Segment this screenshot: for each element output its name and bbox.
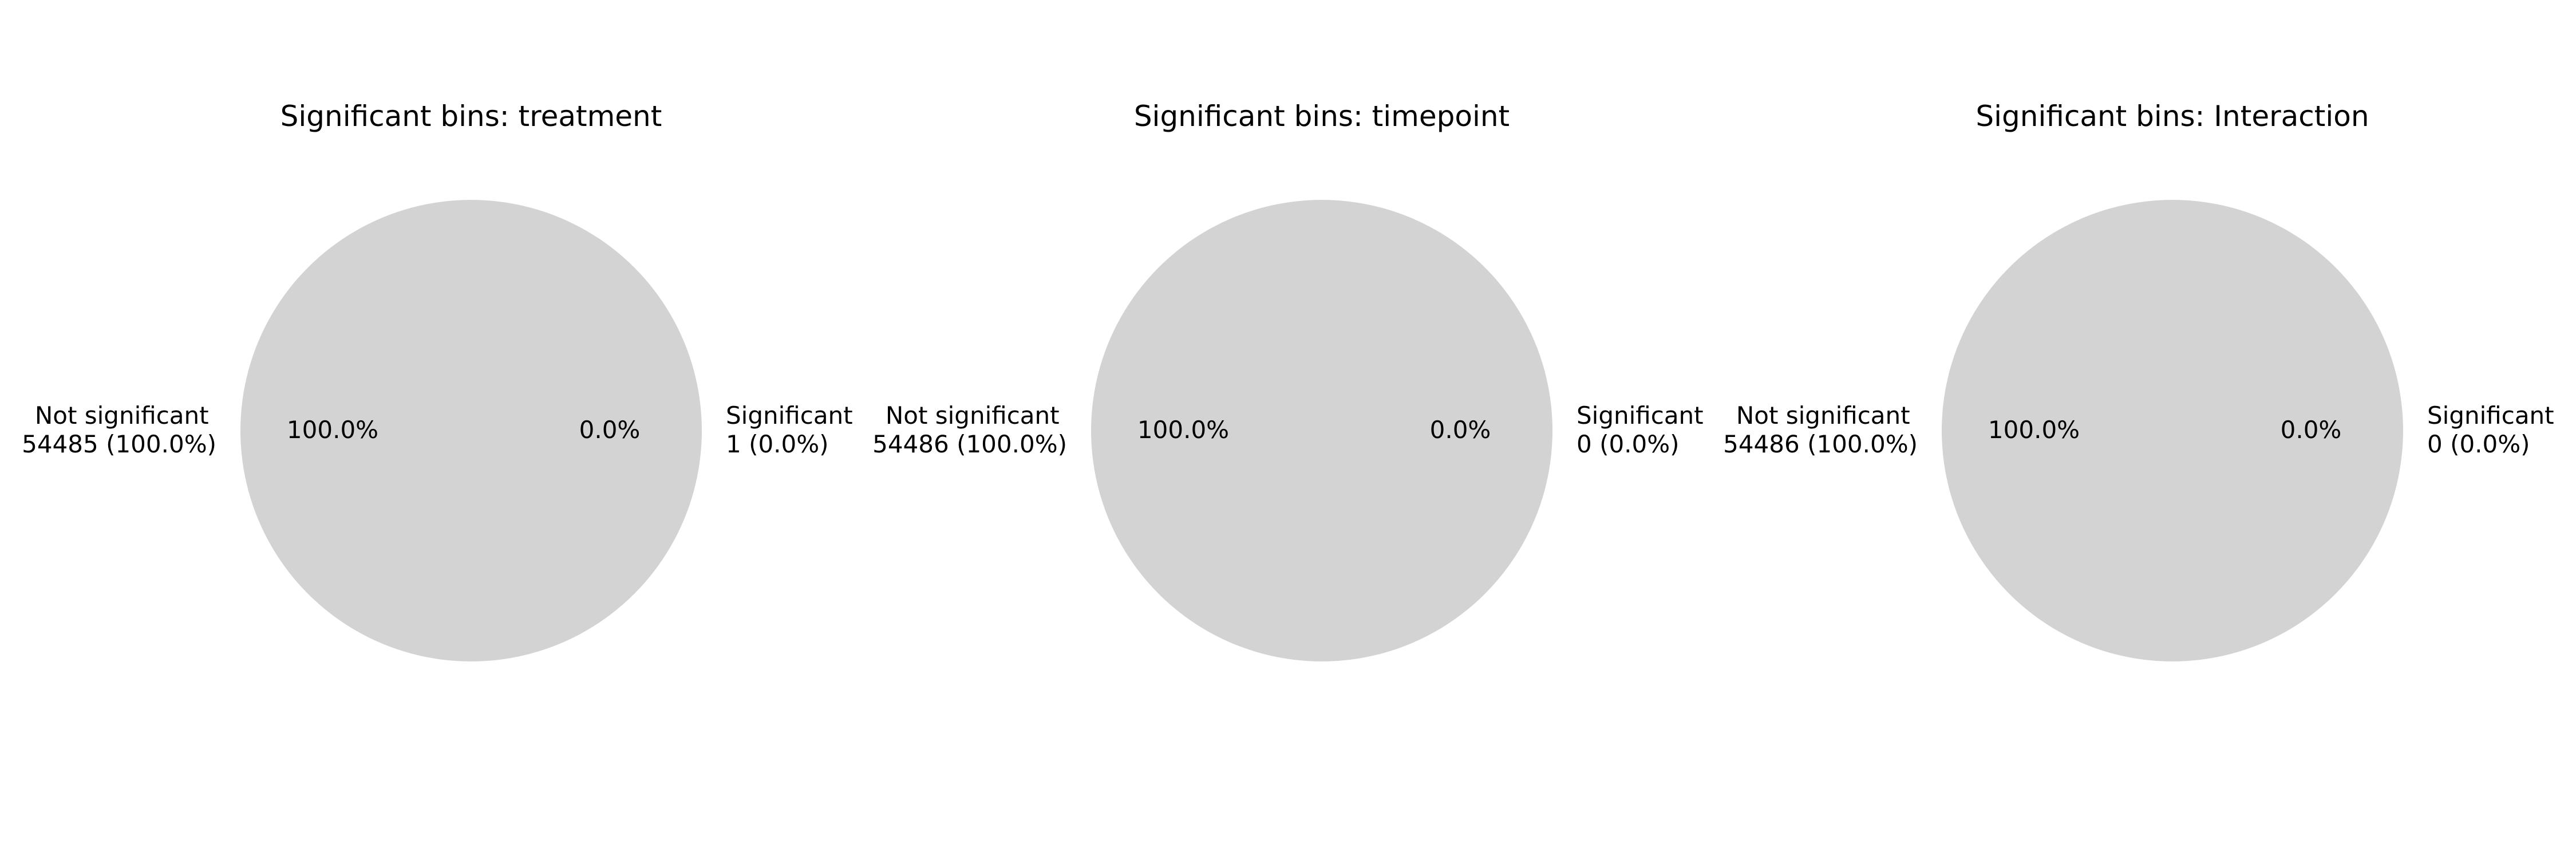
slice-name-not-significant: Not significant [886,401,1060,430]
autopct-significant: 0.0% [579,416,641,444]
pie-slices [240,200,702,662]
pie-slice-not-significant [1091,200,1552,661]
slice-name-significant: Significant [2427,401,2554,430]
chart-title: Significant bins: Interaction [1976,100,2369,133]
slice-label-not-significant: Not significant 54486 (100.0%) [872,401,1067,458]
slice-label-not-significant: Not significant 54486 (100.0%) [1723,401,1918,458]
autopct-significant: 0.0% [1430,416,1491,444]
slice-name-significant: Significant [1577,401,1704,430]
slice-name-significant: Significant [726,401,853,430]
slice-name-not-significant: Not significant [1736,401,1910,430]
chart-title: Significant bins: treatment [280,100,662,133]
slice-name-not-significant: Not significant [35,401,209,430]
pie-slice-not-significant [1942,200,2403,661]
slice-count-not-significant: 54486 (100.0%) [1723,430,1918,458]
slice-label-not-significant: Not significant 54485 (100.0%) [22,401,216,458]
pie-slices [1942,200,2403,661]
pie-panel-treatment: Significant bins: treatment Not signific… [22,100,860,662]
slice-label-significant: Significant 0 (0.0%) [1577,401,1711,458]
slice-label-significant: Significant 1 (0.0%) [726,401,860,458]
slice-label-significant: Significant 0 (0.0%) [2427,401,2562,458]
slice-count-significant: 0 (0.0%) [1577,430,1680,458]
autopct-not-significant: 100.0% [287,416,378,444]
pie-panel-interaction: Significant bins: Interaction Not signif… [1723,100,2562,661]
chart-title: Significant bins: timepoint [1134,100,1510,133]
slice-count-significant: 0 (0.0%) [2427,430,2530,458]
autopct-not-significant: 100.0% [1137,416,1229,444]
slice-count-not-significant: 54486 (100.0%) [872,430,1067,458]
pie-panel-timepoint: Significant bins: timepoint Not signific… [872,100,1711,661]
autopct-significant: 0.0% [2281,416,2342,444]
slice-count-not-significant: 54485 (100.0%) [22,430,216,458]
pie-slices [1091,200,1552,661]
pie-slice-not-significant [240,200,702,662]
slice-count-significant: 1 (0.0%) [726,430,829,458]
autopct-not-significant: 100.0% [1988,416,2080,444]
